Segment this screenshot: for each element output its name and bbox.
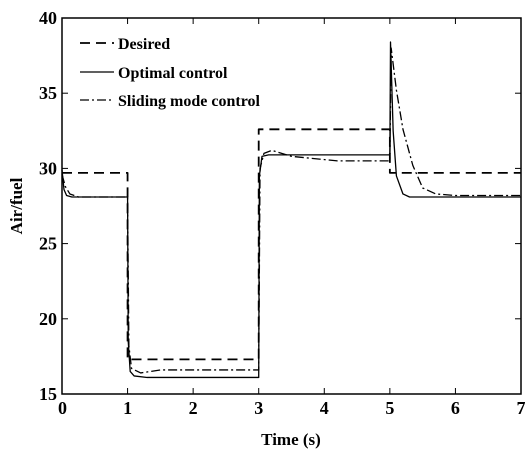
x-tick-label: 2	[189, 398, 198, 418]
x-tick-label: 4	[320, 398, 329, 418]
y-tick-label: 20	[39, 309, 57, 329]
x-tick-label: 0	[58, 398, 67, 418]
x-tick-label: 6	[451, 398, 460, 418]
legend-label-optimal: Optimal control	[118, 65, 228, 82]
y-tick-label: 15	[39, 384, 57, 404]
x-tick-label: 1	[123, 398, 132, 418]
axis-ticks: 0 1 2 3 4 5 6 7 15 20 25 30 35 40	[39, 8, 525, 418]
series-desired-line	[62, 128, 521, 361]
legend-label-sliding: Sliding mode control	[118, 93, 261, 110]
plot-frame	[61, 17, 522, 395]
x-tick-label: 3	[254, 398, 263, 418]
series-layer	[61, 41, 521, 379]
y-tick-label: 30	[39, 158, 57, 178]
y-tick-label: 25	[39, 234, 57, 254]
x-tick-label: 5	[385, 398, 394, 418]
series-sliding-line	[61, 47, 521, 374]
y-tick-label: 35	[39, 83, 57, 103]
x-tick-label: 7	[517, 398, 525, 418]
legend: Desired Optimal control Sliding mode con…	[80, 36, 261, 110]
legend-label-desired: Desired	[118, 36, 170, 53]
y-tick-label: 40	[39, 8, 57, 28]
x-axis-title: Time (s)	[261, 430, 321, 449]
y-axis-title: Air/fuel	[7, 177, 26, 234]
